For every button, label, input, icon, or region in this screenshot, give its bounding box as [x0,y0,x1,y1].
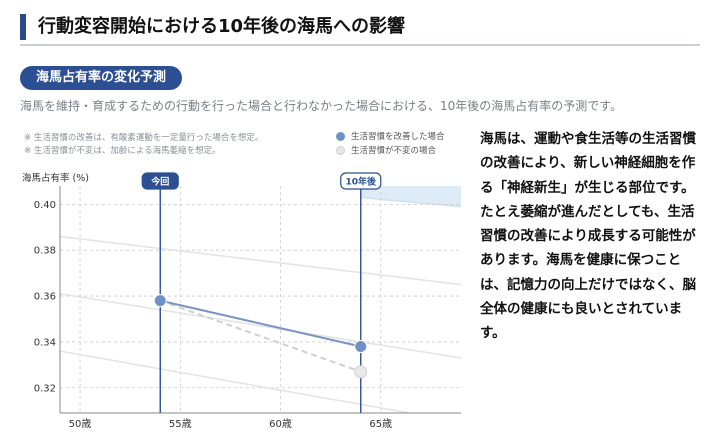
background-trend-line [60,235,461,286]
background-trend-line [60,350,414,413]
y-axis-label: 海馬占有率 (%) [22,173,89,184]
section-badge: 海馬占有率の変化予測 [20,66,183,90]
marker-label: 今回 [150,176,169,188]
series-improved-point [354,340,368,354]
y-tick-label: 0.32 [34,383,56,394]
marker-badge [340,172,382,190]
side-description: 海馬は、運動や食生活等の生活習慣の改善により、新しい神経細胞を作る「神経新生」が… [480,127,702,346]
projection-band [360,186,461,207]
y-tick-label: 0.34 [34,337,56,348]
lead-text: 海馬を維持・育成するための行動を行った場合と行わなかった場合における、10年後の… [20,99,623,113]
title-divider [20,44,700,46]
series-improved-line [160,299,361,348]
side-paragraph-2: たとえ萎縮が進んだとしても、生活習慣の改善により成長する可能性があります。海馬を… [480,203,696,342]
legend-improved-marker [336,131,345,141]
page-title: 行動変容開始における10年後の海馬への影響 [20,14,698,40]
series-unchanged-point [354,365,368,379]
legend-unchanged-label: 生活習慣が不変の場合 [351,146,437,156]
x-tick-label: 65歳 [369,418,392,430]
marker-label: 10年後 [345,176,377,188]
y-tick-label: 0.40 [34,200,56,211]
legend-improved-label: 生活習慣を改善した場合 [351,132,445,142]
x-tick-label: 55歳 [169,418,192,430]
series-improved-point [153,294,167,308]
marker-badge [141,172,179,190]
background-trend-line [60,293,461,359]
x-tick-label: 60歳 [269,418,292,430]
legend-unchanged-marker [336,145,345,155]
y-tick-label: 0.38 [34,246,56,257]
x-tick-label: 50歳 [69,418,92,430]
legend-unchanged: 生活習慣が不変の場合 [336,144,436,156]
y-tick-label: 0.36 [34,292,56,303]
projection-band-edge [360,196,461,208]
series-unchanged-line [159,299,362,373]
note-improved: ※ 生活習慣の改善は、有酸素運動を一定量行った場合を想定。 [24,133,264,143]
note-unchanged: ※ 生活習慣が不変は、加齢による海馬萎縮を想定。 [24,146,221,156]
side-paragraph-1: 海馬は、運動や食生活等の生活習慣の改善により、新しい神経細胞を作る「神経新生」が… [480,131,696,196]
legend-improved: 生活習慣を改善した場合 [336,130,445,142]
